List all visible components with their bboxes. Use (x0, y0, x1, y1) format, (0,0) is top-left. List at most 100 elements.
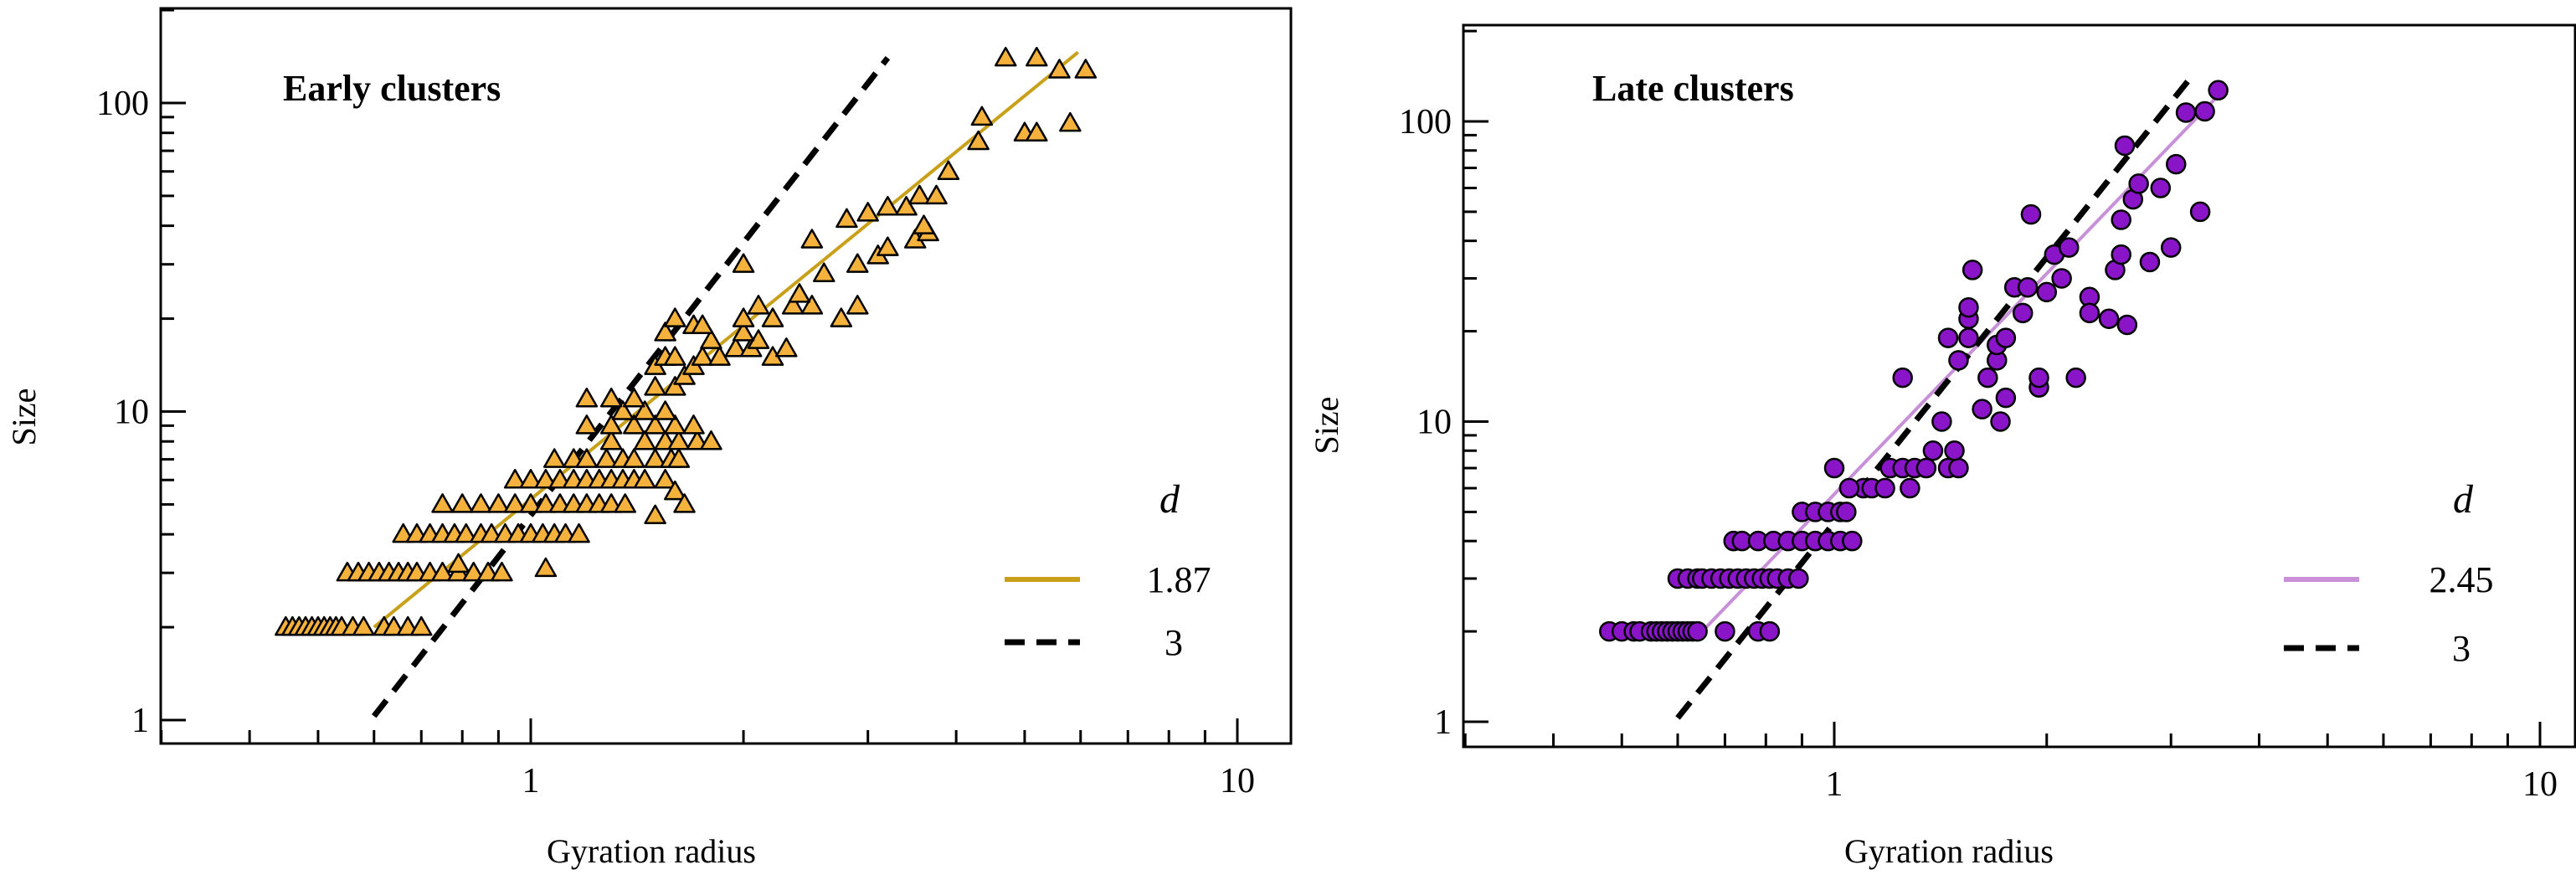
data-point-triangle (534, 469, 558, 489)
data-point-triangle (967, 130, 990, 151)
data-point-triangle (877, 236, 899, 256)
chart-title: Early clusters (283, 68, 501, 109)
data-point-triangle (450, 493, 474, 513)
y-axis-label: Size (5, 389, 43, 446)
data-point-circle (2012, 302, 2034, 324)
data-point-triangle (476, 561, 500, 582)
data-point-triangle (691, 314, 714, 335)
data-point-triangle (812, 262, 836, 282)
data-point-triangle (575, 448, 599, 468)
data-point-triangle (682, 414, 705, 435)
data-point-circle (1836, 502, 1857, 522)
data-point-circle (1687, 620, 1708, 642)
data-point-triangle (664, 376, 686, 396)
data-point-circle (2116, 314, 2138, 336)
data-point-triangle (1026, 121, 1048, 142)
legend-label-solid: 1.87 (1147, 559, 1211, 600)
data-point-triangle (781, 295, 805, 315)
data-point-triangle (667, 430, 691, 450)
data-point-circle (1972, 399, 1992, 419)
data-point-triangle (856, 202, 879, 222)
data-point-circle (2160, 237, 2182, 258)
data-point-triangle (673, 493, 696, 513)
data-point-triangle (761, 307, 784, 327)
data-point-circle (2051, 268, 2072, 289)
data-point-circle (2111, 209, 2131, 230)
data-point-triangle (732, 322, 755, 342)
data-point-triangle (487, 493, 510, 513)
tick-labels: 1 10 1 10 100 (96, 85, 1255, 800)
y-tick-label: 10 (114, 394, 149, 432)
data-point-triangle (575, 414, 599, 435)
data-point-triangle (895, 196, 918, 216)
legend-label-dashed: 3 (2452, 628, 2471, 669)
data-point-triangle (673, 365, 696, 385)
legend-label-dashed: 3 (1165, 622, 1183, 663)
data-point-triangle (455, 522, 478, 543)
data-point-circle (1948, 457, 1969, 479)
data-point-triangle (1026, 46, 1048, 67)
data-point-triangle (846, 295, 869, 315)
left-panel: 1 10 1 10 100 Early clusters Gyration radius… (5, 7, 1293, 870)
data-point-circle (1990, 411, 2011, 432)
data-point-triangle (732, 253, 755, 273)
data-point-triangle (623, 448, 645, 468)
data-point-triangle (542, 448, 566, 468)
data-point-triangle (599, 493, 623, 513)
data-point-circle (2114, 135, 2136, 157)
legend-title: d (1159, 477, 1180, 522)
data-point-triangle (568, 522, 590, 543)
data-point-triangle (800, 229, 824, 249)
data-point-triangle (633, 400, 656, 420)
plot-frame (159, 7, 1293, 745)
data-point-circle (1962, 260, 1983, 280)
data-point-circle (1900, 477, 1920, 499)
data-point-circle (1948, 350, 1969, 371)
y-tick-label: 100 (1399, 103, 1452, 142)
chart-title: Late clusters (1592, 68, 1794, 109)
data-point-triangle (431, 493, 454, 513)
data-point-circle (1892, 367, 1913, 389)
data-point-circle (1715, 620, 1735, 642)
data-point-triangle (800, 295, 824, 315)
data-point-triangle (470, 493, 492, 513)
data-point-triangle (599, 387, 623, 408)
data-point-triangle (623, 387, 645, 408)
data-point-triangle (654, 469, 676, 489)
legend-title: d (2453, 477, 2474, 522)
data-point-triangle (700, 430, 722, 450)
data-point-triangle (644, 414, 666, 435)
data-point-triangle (1048, 59, 1071, 79)
data-point-circle (2166, 153, 2187, 175)
y-axis-label: Size (1308, 397, 1345, 455)
data-point-triangle (664, 414, 686, 435)
data-point-triangle (614, 493, 636, 513)
data-point-triangle (644, 448, 666, 468)
data-point-triangle (595, 448, 618, 468)
data-point-triangle (732, 307, 755, 327)
data-point-triangle (599, 414, 623, 435)
data-point-circle (1937, 327, 1959, 348)
data-point-triangle (664, 480, 686, 501)
data-point-circle (2194, 100, 2215, 122)
data-points (275, 46, 1098, 636)
data-point-triangle (775, 337, 798, 358)
data-point-triangle (664, 346, 686, 366)
y-tick-label: 1 (131, 702, 149, 740)
data-point-triangle (700, 329, 722, 349)
data-point-circle (1958, 296, 1979, 318)
data-point-circle (1915, 457, 1937, 479)
data-point-triangle (937, 160, 960, 181)
data-point-circle (1977, 367, 1998, 389)
data-point-circle (2036, 281, 2058, 303)
data-point-triangle (519, 469, 542, 489)
data-point-triangle (383, 615, 405, 636)
fit-line-d-3 (372, 55, 891, 718)
data-point-triangle (1059, 111, 1082, 132)
data-point-triangle (654, 400, 676, 420)
data-point-triangle (503, 469, 527, 489)
data-point-circle (2189, 201, 2211, 223)
data-point-triangle (836, 208, 858, 229)
data-point-circle (1823, 457, 1845, 479)
